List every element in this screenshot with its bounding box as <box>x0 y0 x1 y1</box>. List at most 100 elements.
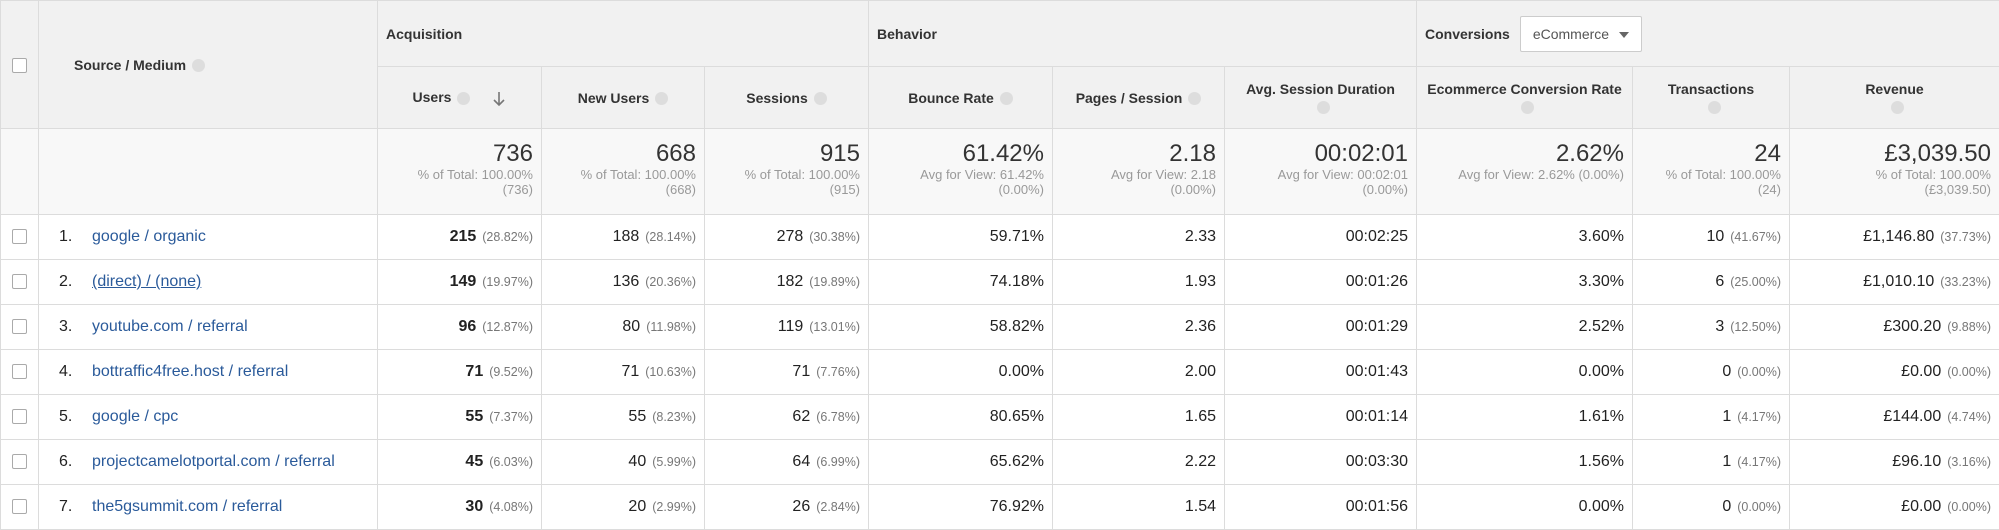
column-header[interactable]: Avg. Session Duration <box>1225 67 1417 129</box>
metric-value: 2.36 <box>1185 318 1216 335</box>
metric-cell: 76.92% <box>869 485 1053 530</box>
caret <box>1619 32 1629 38</box>
metric-cell: 0.00% <box>869 350 1053 395</box>
column-header[interactable]: Pages / Session <box>1053 67 1225 129</box>
column-header[interactable]: Revenue <box>1790 67 1999 129</box>
source-link[interactable]: (direct) / (none) <box>92 273 201 290</box>
metric-value: £0.00 <box>1901 363 1941 380</box>
checkbox-cell <box>1 215 39 260</box>
column-header[interactable]: Bounce Rate <box>869 67 1053 129</box>
data-row: 6.projectcamelotportal.com / referral 45(… <box>1 440 1999 485</box>
column-label: Sessions <box>746 90 807 106</box>
metric-value: 59.71% <box>990 228 1044 245</box>
row-index: 6. <box>47 453 92 471</box>
source-link[interactable]: google / cpc <box>92 408 178 425</box>
metric-value: 62 <box>792 408 810 425</box>
metric-cell: 62 (6.78%) <box>705 395 869 440</box>
metric-cell: 00:01:56 <box>1225 485 1417 530</box>
metric-cell: 40(5.99%) <box>542 440 705 485</box>
row-index: 3. <box>47 318 92 336</box>
total-sub: (0.00%) <box>1233 182 1408 197</box>
total-cell: 24% of Total: 100.00%(24) <box>1633 129 1790 215</box>
total-sub: (0.00%) <box>1061 182 1216 197</box>
metric-value: 74.18% <box>990 273 1044 290</box>
checkbox[interactable] <box>12 229 27 244</box>
metric-percent: (30.38%) <box>809 230 860 244</box>
metric-percent: (7.76%) <box>816 365 860 379</box>
metric-cell: 2.33 <box>1053 215 1225 260</box>
metric-value: 0.00% <box>1579 498 1624 515</box>
column-label: New Users <box>578 90 650 106</box>
metric-value: 96 <box>458 318 476 335</box>
column-header[interactable]: New Users <box>542 67 705 129</box>
checkbox[interactable] <box>12 409 27 424</box>
metric-cell: 215(28.82%) <box>378 215 542 260</box>
source-link[interactable]: projectcamelotportal.com / referral <box>92 453 335 470</box>
metric-value: 00:01:14 <box>1346 408 1408 425</box>
column-header[interactable]: Transactions <box>1633 67 1790 129</box>
metric-value: 3 <box>1715 318 1724 335</box>
metric-cell: 64(6.99%) <box>705 440 869 485</box>
metric-cell: 74.18% <box>869 260 1053 305</box>
help-icon <box>457 92 470 105</box>
group-label: Behavior <box>877 26 937 42</box>
metric-value: 71 <box>465 363 483 380</box>
metric-cell: 1(4.17%) <box>1633 440 1790 485</box>
metric-cell: 278(30.38%) <box>705 215 869 260</box>
checkbox[interactable] <box>12 274 27 289</box>
metric-cell: 3(12.50%) <box>1633 305 1790 350</box>
metric-cell: 1.56% <box>1417 440 1633 485</box>
column-header[interactable]: Ecommerce Conversion Rate <box>1417 67 1633 129</box>
metric-value: 80.65% <box>990 408 1044 425</box>
metric-value: 00:01:26 <box>1346 273 1408 290</box>
source-link[interactable]: bottraffic4free.host / referral <box>92 363 288 380</box>
checkbox[interactable] <box>12 58 27 73</box>
metric-percent: (3.16%) <box>1947 455 1991 469</box>
metric-value: 1.61% <box>1579 408 1624 425</box>
source-link[interactable]: youtube.com / referral <box>92 318 248 335</box>
total-cell: 668% of Total: 100.00%(668) <box>542 129 705 215</box>
metric-cell: 00:01:29 <box>1225 305 1417 350</box>
checkbox[interactable] <box>12 319 27 334</box>
metric-percent: (41.67%) <box>1730 230 1781 244</box>
metric-value: 215 <box>450 228 477 245</box>
metric-value: 1.65 <box>1185 408 1216 425</box>
total-sub: % of Total: 100.00% <box>1641 167 1781 182</box>
metric-value: 119 <box>778 318 804 335</box>
source-header: Source / Medium <box>39 1 378 129</box>
checkbox[interactable] <box>12 499 27 514</box>
total-sub: Avg for View: 2.62% (0.00%) <box>1425 167 1624 182</box>
total-cell: 736% of Total: 100.00%(736) <box>378 129 542 215</box>
column-header[interactable]: Users <box>378 67 542 129</box>
checkbox-cell <box>1 350 39 395</box>
metric-cell: 0(0.00%) <box>1633 350 1790 395</box>
metric-percent: (33.23%) <box>1940 275 1991 289</box>
column-header[interactable]: Sessions <box>705 67 869 129</box>
metric-value: 3.60% <box>1579 228 1624 245</box>
checkbox[interactable] <box>12 454 27 469</box>
checkbox[interactable] <box>12 364 27 379</box>
metric-cell: £96.10(3.16%) <box>1790 440 1999 485</box>
column-label: Users <box>413 89 452 105</box>
source-link[interactable]: google / organic <box>92 228 206 245</box>
metric-percent: (19.89%) <box>809 275 860 289</box>
source-cell: 7.the5gsummit.com / referral <box>39 485 378 530</box>
metric-cell: 45(6.03%) <box>378 440 542 485</box>
metric-cell: £300.20(9.88%) <box>1790 305 1999 350</box>
source-label: Source / Medium <box>74 57 186 73</box>
metric-percent: (6.78%) <box>816 410 860 424</box>
conversions-dropdown[interactable]: eCommerce <box>1520 16 1642 52</box>
metric-percent: (20.36%) <box>645 275 696 289</box>
metric-percent: (12.87%) <box>482 320 533 334</box>
column-label: Bounce Rate <box>908 90 994 106</box>
help-icon <box>814 92 827 105</box>
metric-value: 2.00 <box>1185 363 1216 380</box>
total-sub: (668) <box>550 182 696 197</box>
source-link[interactable]: the5gsummit.com / referral <box>92 498 282 515</box>
metric-cell: 1(4.17%) <box>1633 395 1790 440</box>
metric-cell: 55(7.37%) <box>378 395 542 440</box>
metric-percent: (0.00%) <box>1737 365 1781 379</box>
metric-cell: 6(25.00%) <box>1633 260 1790 305</box>
help-icon <box>1708 101 1721 114</box>
